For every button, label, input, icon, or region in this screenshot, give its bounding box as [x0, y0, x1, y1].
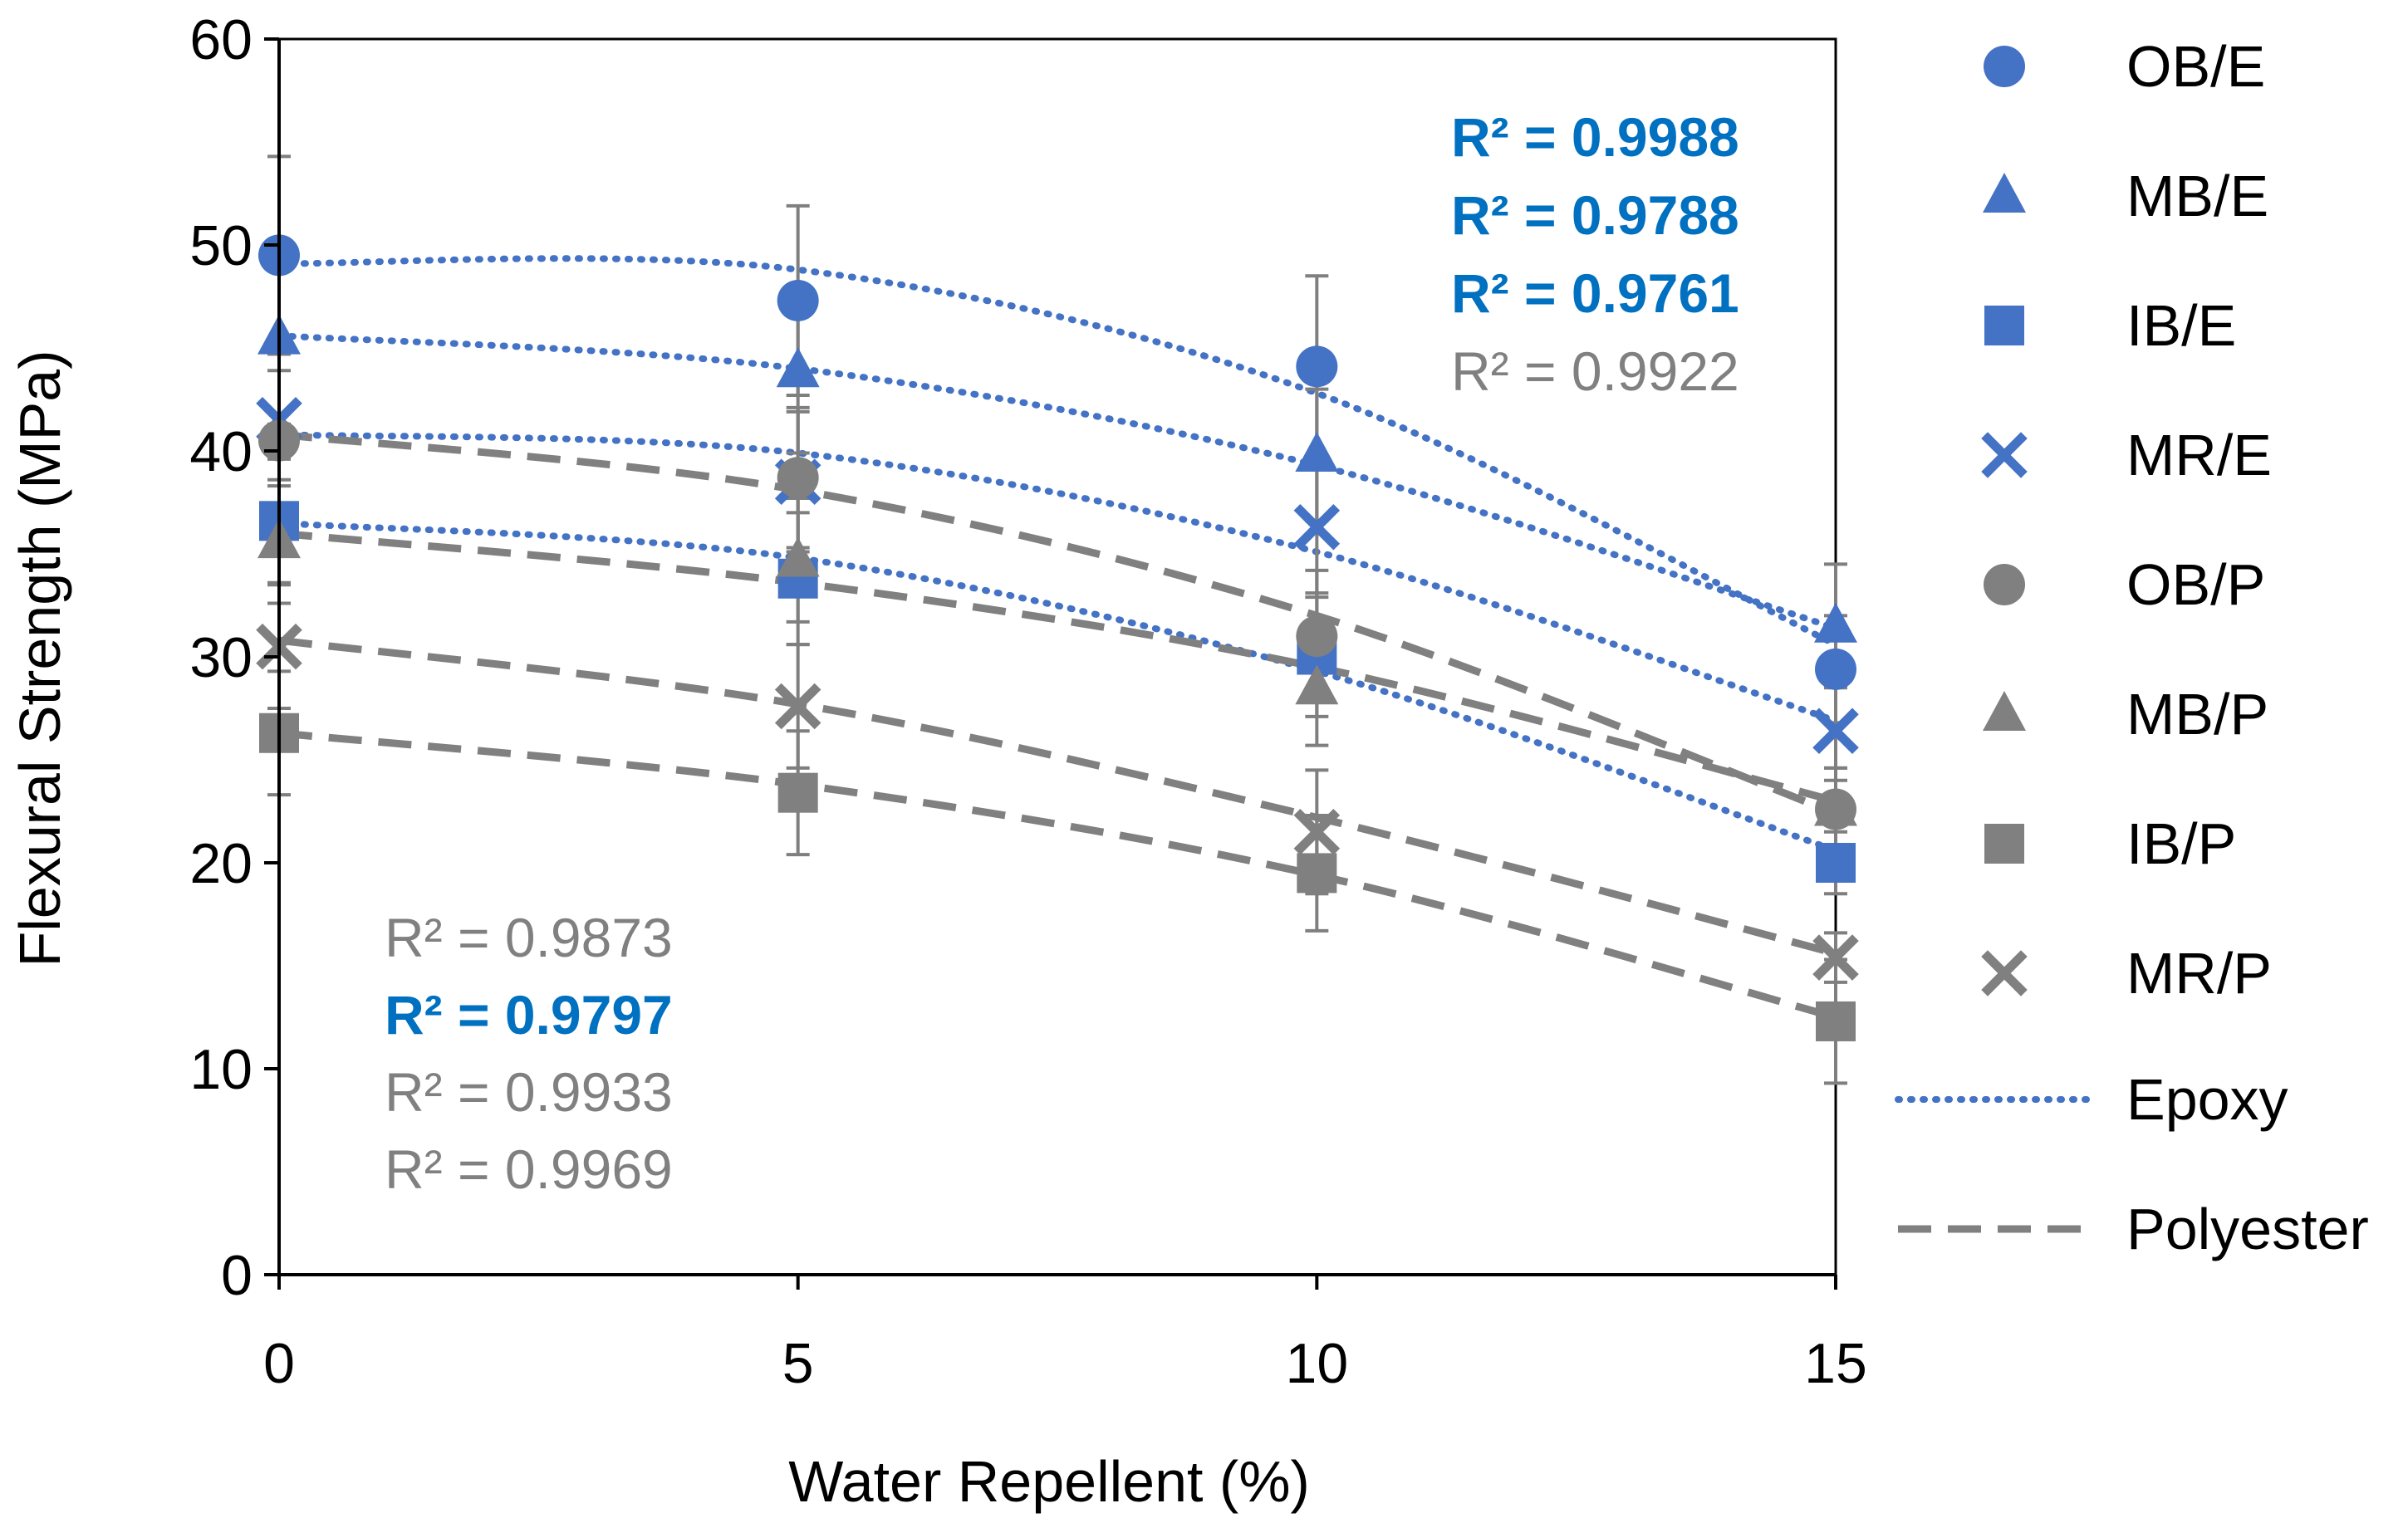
- legend-marker: [1984, 824, 2024, 864]
- legend-item-mr-p: MR/P: [1981, 941, 2272, 1006]
- trendline-epoxy-1: [276, 255, 1839, 649]
- y-axis-title: Flexural Strength (MPa): [7, 350, 72, 967]
- legend-item-ob-e: OB/E: [1984, 34, 2265, 99]
- legend-marker: [1981, 950, 2028, 996]
- legend: OB/E MB/E IB/E MR/E OB/P MB/P IB/P MR/P Epoxy Pol…: [1895, 34, 2369, 1261]
- legend-item-ib-p: IB/P: [1984, 811, 2236, 876]
- r2-annotation-bottom-1: R² = 0.9873: [385, 907, 673, 968]
- legend-marker: [1981, 432, 2028, 478]
- point-ob-e: [1296, 345, 1338, 388]
- y-tick-label: 40: [189, 420, 253, 483]
- point-mb-p: [1814, 786, 1857, 826]
- point-mr-e: [1812, 708, 1859, 755]
- legend-item-mb-e: MB/E: [1983, 164, 2268, 228]
- legend-item-ib-e: IB/E: [1984, 293, 2236, 358]
- point-mb-e: [1295, 431, 1339, 472]
- y-tick-label: 10: [189, 1038, 253, 1101]
- legend-marker: [1984, 46, 2025, 87]
- legend-item-polyester: Polyester: [1898, 1197, 2369, 1261]
- legend-label: MR/E: [2126, 423, 2272, 487]
- legend-label: OB/E: [2126, 34, 2265, 99]
- legend-label: MB/P: [2126, 682, 2268, 747]
- legend-item-epoxy: Epoxy: [1895, 1067, 2288, 1132]
- y-tick-label: 0: [221, 1244, 253, 1307]
- point-mb-e: [776, 347, 820, 388]
- legend-label: IB/P: [2126, 811, 2236, 876]
- legend-label: MR/P: [2126, 941, 2272, 1006]
- point-ib-p: [1297, 853, 1337, 894]
- x-tick-label: 10: [1286, 1332, 1349, 1395]
- x-axis-title: Water Repellent (%): [788, 1449, 1310, 1514]
- point-mr-p: [1812, 934, 1859, 981]
- point-mb-p: [1295, 664, 1339, 705]
- legend-marker: [1983, 691, 2026, 731]
- trendline-epoxy-3: [276, 431, 1839, 724]
- trendline-polyester-6: [278, 529, 1837, 805]
- y-tick-label: 50: [189, 214, 253, 277]
- point-ob-p: [1296, 615, 1338, 658]
- trendlines: [276, 255, 1839, 1021]
- legend-item-mr-e: MR/E: [1981, 423, 2272, 487]
- point-mr-e: [1293, 503, 1341, 551]
- trendline-epoxy-4: [276, 519, 1839, 854]
- trendline-epoxy-2: [276, 332, 1839, 632]
- r-squared-annotations: R² = 0.9988 R² = 0.9788 R² = 0.9761 R² = 0.…: [385, 106, 1739, 1200]
- r2-annotation-top-2: R² = 0.9788: [1451, 184, 1739, 246]
- point-ib-p: [777, 772, 818, 813]
- legend-marker: [1984, 564, 2025, 605]
- legend-label: Polyester: [2126, 1197, 2369, 1261]
- legend-label: IB/E: [2126, 293, 2236, 358]
- trendline-polyester-5: [278, 430, 1837, 817]
- y-tick-label: 60: [189, 8, 253, 71]
- legend-label: Epoxy: [2126, 1067, 2288, 1132]
- point-mb-e: [1814, 602, 1857, 643]
- point-mr-p: [1293, 809, 1341, 855]
- point-ib-p: [1816, 1001, 1856, 1041]
- point-mb-p: [776, 536, 820, 577]
- legend-marker: [1984, 306, 2024, 345]
- r2-annotation-bottom-3: R² = 0.9933: [385, 1061, 673, 1123]
- r2-annotation-top-1: R² = 0.9988: [1451, 106, 1739, 168]
- r2-annotation-bottom-2: R² = 0.9797: [385, 984, 673, 1045]
- legend-label: MB/E: [2126, 164, 2268, 228]
- point-ob-e: [1815, 648, 1856, 690]
- r2-annotation-top-3: R² = 0.9761: [1451, 262, 1739, 324]
- trendline-polyester-8: [278, 729, 1837, 1021]
- r2-annotation-bottom-4: R² = 0.9969: [385, 1138, 673, 1200]
- trendline-polyester-7: [278, 636, 1837, 957]
- x-tick-label: 5: [782, 1332, 814, 1395]
- y-tick-label: 30: [189, 626, 253, 689]
- r2-annotation-top-4: R² = 0.9922: [1451, 340, 1739, 402]
- point-ib-e: [1816, 843, 1856, 883]
- x-tick-label: 0: [263, 1332, 295, 1395]
- legend-item-ob-p: OB/P: [1984, 552, 2265, 617]
- point-ob-p: [777, 457, 819, 499]
- axes: 0 10 20 30 40 50 60 0 5 10 15: [189, 8, 1866, 1395]
- x-tick-label: 15: [1804, 1332, 1867, 1395]
- y-tick-label: 20: [189, 832, 253, 895]
- legend-marker: [1983, 173, 2026, 213]
- legend-item-mb-p: MB/P: [1983, 682, 2268, 747]
- point-mr-p: [774, 683, 821, 730]
- point-ob-e: [777, 279, 819, 321]
- legend-label: OB/P: [2126, 552, 2265, 617]
